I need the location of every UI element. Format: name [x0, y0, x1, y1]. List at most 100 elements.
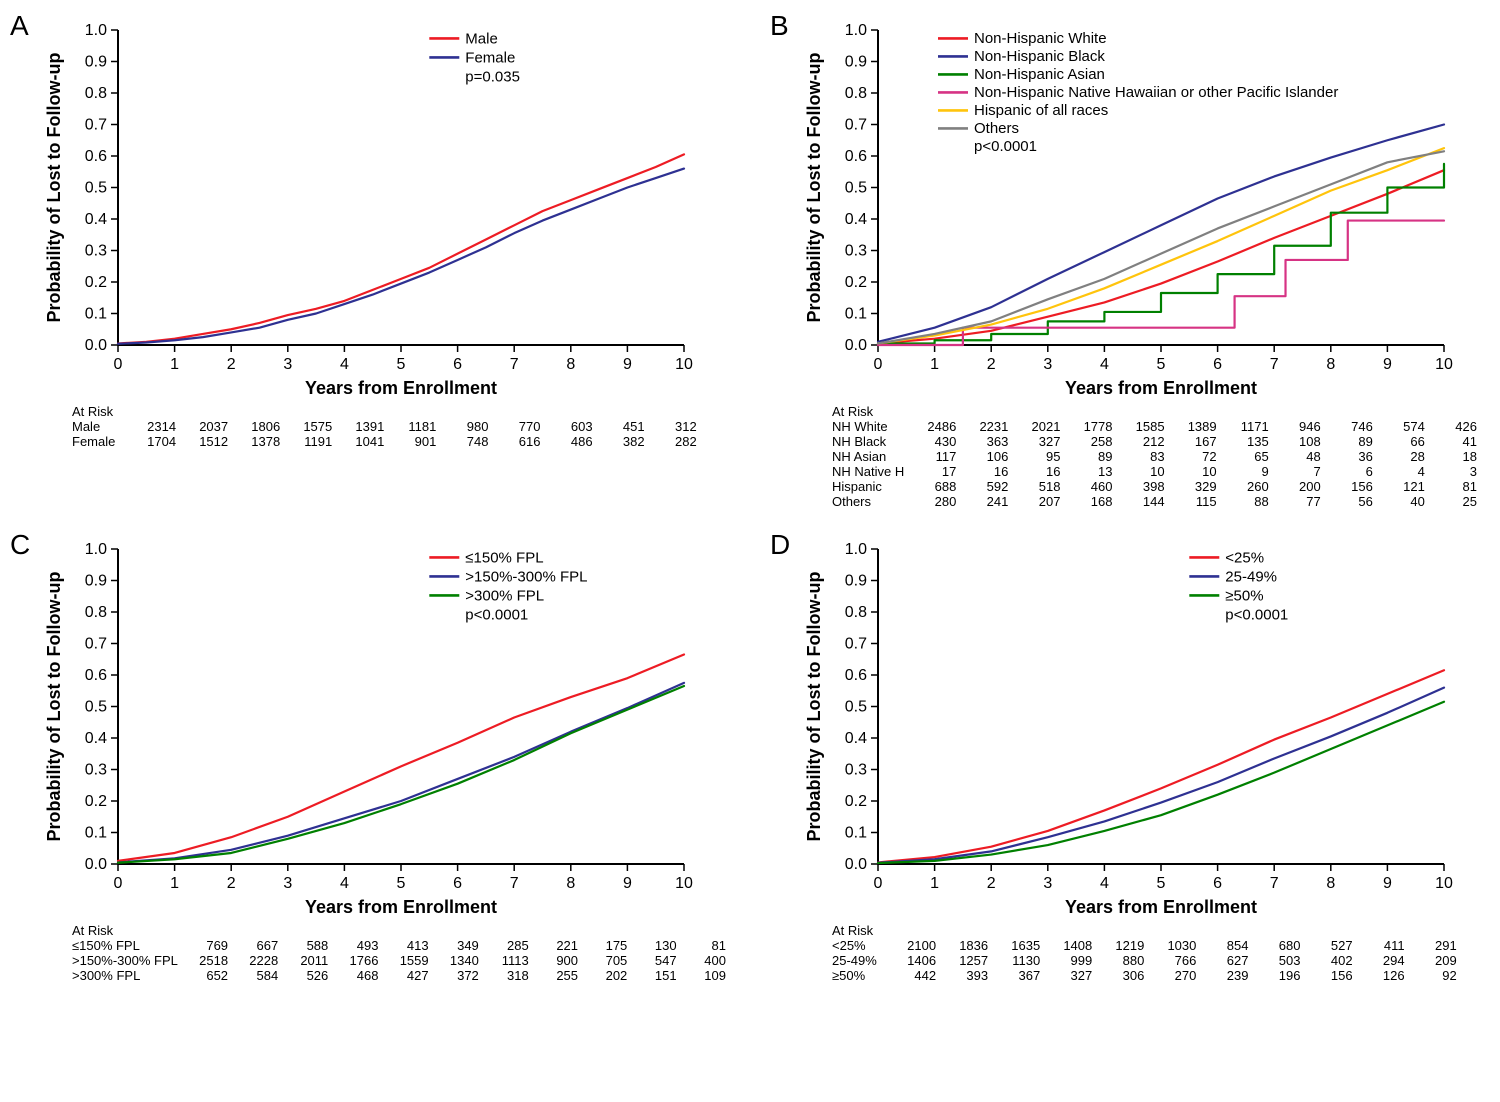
at-risk-cell: 398: [1117, 479, 1169, 494]
at-risk-cell: 121: [1377, 479, 1429, 494]
at-risk-cell: 241: [960, 494, 1012, 509]
svg-text:1: 1: [930, 356, 939, 373]
at-risk-cell: 109: [681, 968, 730, 983]
at-risk-cell: 588: [282, 938, 332, 953]
svg-text:0.2: 0.2: [845, 793, 867, 810]
at-risk-title: At Risk: [828, 404, 1481, 419]
at-risk-cell: 460: [1064, 479, 1116, 494]
svg-text:2: 2: [227, 356, 236, 373]
at-risk-cell: 705: [582, 953, 631, 968]
at-risk-cell: 2228: [232, 953, 282, 968]
svg-text:4: 4: [340, 875, 349, 892]
svg-text:3: 3: [283, 356, 292, 373]
chart-area: 0.00.10.20.30.40.50.60.70.80.91.00123456…: [40, 539, 730, 983]
at-risk-row-label: 25-49%: [828, 953, 888, 968]
legend-label: Non-Hispanic White: [974, 30, 1107, 47]
at-risk-cell: 117: [908, 449, 960, 464]
at-risk-cell: 468: [332, 968, 382, 983]
at-risk-cell: 126: [1357, 968, 1409, 983]
at-risk-cell: 239: [1200, 968, 1252, 983]
at-risk-cell: 451: [597, 419, 649, 434]
at-risk-cell: 603: [545, 419, 597, 434]
at-risk-cell: 1408: [1044, 938, 1096, 953]
svg-text:0.9: 0.9: [85, 54, 107, 71]
at-risk-row-label: ≤150% FPL: [68, 938, 182, 953]
series-line: [878, 688, 1444, 863]
svg-text:0.2: 0.2: [85, 793, 107, 810]
at-risk-cell: 1575: [284, 419, 336, 434]
svg-text:7: 7: [510, 875, 519, 892]
chart-area: 0.00.10.20.30.40.50.60.70.80.91.00123456…: [800, 20, 1490, 509]
at-risk-row-label: NH Native H: [828, 464, 908, 479]
svg-text:0.7: 0.7: [85, 117, 107, 134]
at-risk-cell: 1635: [992, 938, 1044, 953]
at-risk-row: NH Native H17161613101097643: [828, 464, 1481, 479]
at-risk-cell: 1378: [232, 434, 284, 449]
at-risk-cell: 40: [1377, 494, 1429, 509]
at-risk-cell: 584: [232, 968, 282, 983]
at-risk-cell: 1257: [940, 953, 992, 968]
at-risk-cell: 1778: [1064, 419, 1116, 434]
at-risk-cell: 413: [382, 938, 432, 953]
at-risk-cell: 41: [1429, 434, 1481, 449]
at-risk-row: NH White24862231202117781585138911719467…: [828, 419, 1481, 434]
at-risk-cell: 156: [1305, 968, 1357, 983]
at-risk-cell: 280: [908, 494, 960, 509]
at-risk-title: At Risk: [68, 923, 730, 938]
svg-text:10: 10: [1435, 356, 1453, 373]
at-risk-cell: 156: [1325, 479, 1377, 494]
legend-label: >300% FPL: [465, 587, 544, 604]
panel-A: A0.00.10.20.30.40.50.60.70.80.91.0012345…: [10, 10, 730, 509]
at-risk-cell: 168: [1064, 494, 1116, 509]
at-risk-cell: 77: [1273, 494, 1325, 509]
svg-text:1.0: 1.0: [85, 22, 107, 39]
at-risk-cell: 946: [1273, 419, 1325, 434]
chart-area: 0.00.10.20.30.40.50.60.70.80.91.00123456…: [40, 20, 730, 449]
svg-text:0.3: 0.3: [85, 243, 107, 260]
at-risk-cell: 88: [1221, 494, 1273, 509]
at-risk-cell: 1406: [888, 953, 940, 968]
svg-text:0.5: 0.5: [85, 699, 107, 716]
at-risk-cell: 115: [1169, 494, 1221, 509]
series-line: [118, 655, 684, 861]
at-risk-row-label: Female: [68, 434, 128, 449]
svg-text:0.8: 0.8: [845, 604, 867, 621]
at-risk-cell: 2231: [960, 419, 1012, 434]
at-risk-row: ≥50%44239336732730627023919615612692: [828, 968, 1461, 983]
at-risk-cell: 167: [1169, 434, 1221, 449]
at-risk-row-label: Hispanic: [828, 479, 908, 494]
svg-text:0.6: 0.6: [845, 667, 867, 684]
y-axis-label: Probability of Lost to Follow-up: [804, 53, 824, 323]
at-risk-cell: 221: [533, 938, 582, 953]
at-risk-cell: 527: [1305, 938, 1357, 953]
at-risk-cell: 393: [940, 968, 992, 983]
at-risk-cell: 207: [1012, 494, 1064, 509]
svg-text:0: 0: [874, 356, 883, 373]
x-axis-label: Years from Enrollment: [1065, 378, 1257, 398]
at-risk-cell: 1130: [992, 953, 1044, 968]
panel-letter: C: [10, 529, 30, 561]
at-risk-cell: 486: [545, 434, 597, 449]
at-risk-cell: 10: [1169, 464, 1221, 479]
at-risk-row: >300% FPL6525845264684273723182552021511…: [68, 968, 730, 983]
at-risk-cell: 108: [1273, 434, 1325, 449]
at-risk-cell: 196: [1252, 968, 1304, 983]
at-risk-cell: 25: [1429, 494, 1481, 509]
at-risk-cell: 411: [1357, 938, 1409, 953]
at-risk-cell: 627: [1200, 953, 1252, 968]
at-risk-cell: 130: [631, 938, 680, 953]
svg-text:0.1: 0.1: [85, 306, 107, 323]
at-risk-cell: 212: [1117, 434, 1169, 449]
at-risk-cell: 1041: [336, 434, 388, 449]
at-risk-title: At Risk: [828, 923, 1461, 938]
svg-text:1.0: 1.0: [845, 22, 867, 39]
svg-text:0.6: 0.6: [85, 148, 107, 165]
at-risk-cell: 7: [1273, 464, 1325, 479]
at-risk-title: At Risk: [68, 404, 701, 419]
at-risk-table: At Risk≤150% FPL769667588493413349285221…: [68, 923, 730, 983]
svg-text:0.7: 0.7: [85, 636, 107, 653]
series-line: [878, 148, 1444, 343]
at-risk-row: Male231420371806157513911181980770603451…: [68, 419, 701, 434]
at-risk-cell: 680: [1252, 938, 1304, 953]
at-risk-cell: 1340: [433, 953, 483, 968]
